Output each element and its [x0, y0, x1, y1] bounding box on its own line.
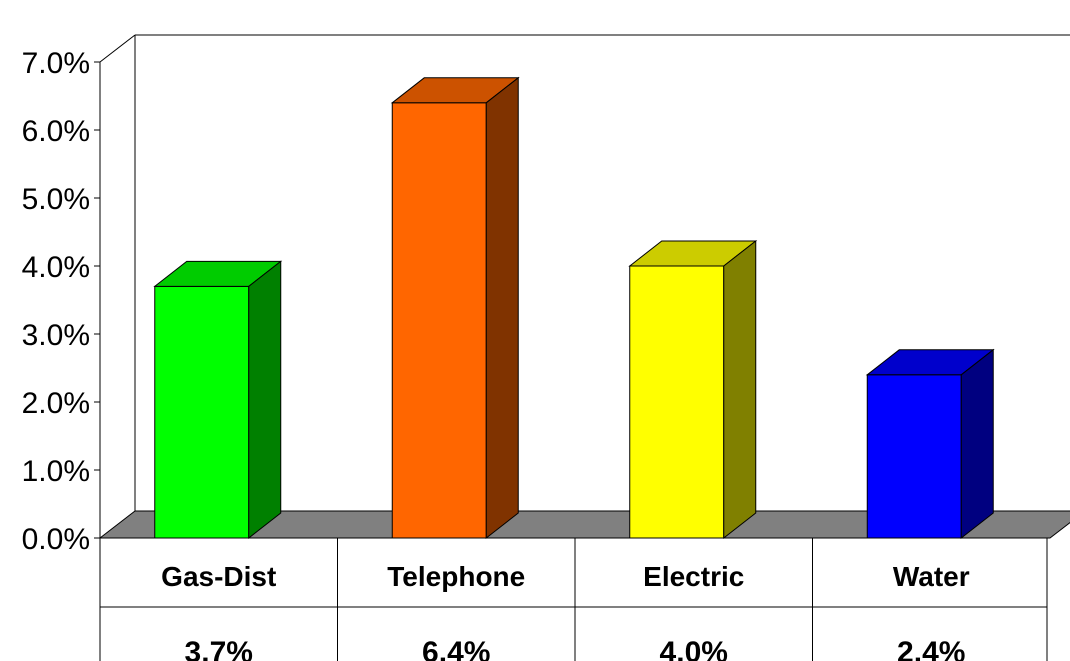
- y-tick-label: 4.0%: [22, 251, 90, 284]
- bars: [153, 76, 995, 540]
- bar-front: [866, 374, 962, 539]
- value-label: 3.7%: [185, 636, 253, 661]
- bar-side: [960, 348, 994, 540]
- y-tick-label: 2.0%: [22, 387, 90, 420]
- y-tick-label: 5.0%: [22, 183, 90, 216]
- bar-water: [865, 348, 995, 540]
- bar-front: [629, 265, 725, 539]
- data-table: Gas-Dist 3.7% Telephone 6.4% Electric 4.0% Wat…: [99, 538, 1048, 661]
- bar-telephone: [390, 76, 520, 540]
- bar-side: [248, 260, 282, 540]
- category-label: Gas-Dist: [161, 561, 276, 592]
- y-tick-label: 1.0%: [22, 455, 90, 488]
- category-label: Water: [893, 561, 970, 592]
- bar-front: [154, 285, 250, 539]
- bar-side: [485, 76, 519, 540]
- chart-floor: [98, 510, 1070, 539]
- y-tick-label: 6.0%: [22, 115, 90, 148]
- bar-front: [391, 102, 487, 539]
- bar-electric: [628, 239, 758, 540]
- category-label: Electric: [643, 561, 744, 592]
- value-label: 2.4%: [897, 636, 965, 661]
- bar-gas-dist: [153, 260, 283, 540]
- category-label: Telephone: [387, 561, 525, 592]
- value-label: 4.0%: [660, 636, 728, 661]
- side-wall-top: [99, 34, 136, 63]
- value-label: 6.4%: [422, 636, 490, 661]
- chart-walls: [98, 34, 1070, 539]
- y-tick-label: 0.0%: [22, 523, 90, 556]
- bar-side: [723, 239, 757, 540]
- y-tick-label: 7.0%: [22, 47, 90, 80]
- y-axis: 0.0% 1.0% 2.0% 3.0% 4.0% 5.0% 6.0% 7.0%: [22, 47, 101, 556]
- y-tick-label: 3.0%: [22, 319, 90, 352]
